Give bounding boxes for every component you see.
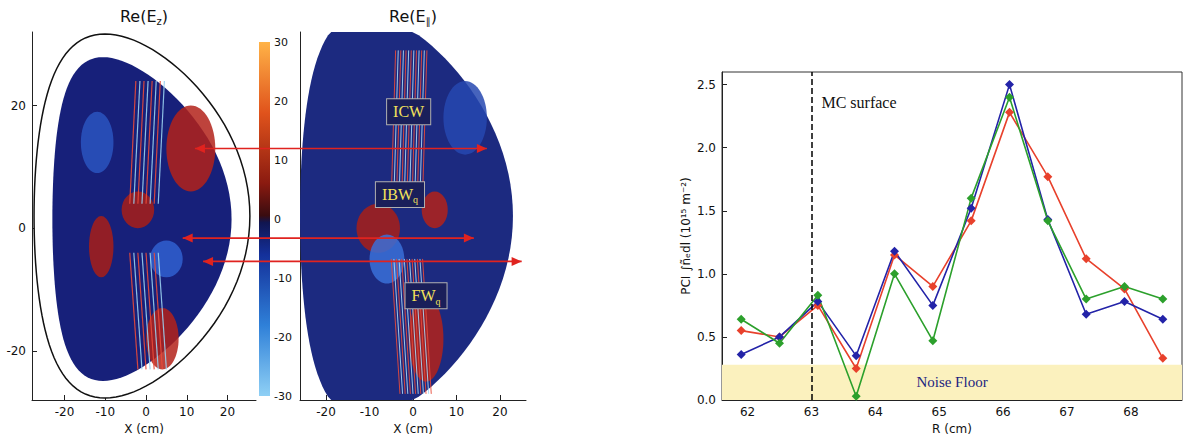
svg-text:20: 20 (274, 95, 288, 108)
svg-text:0: 0 (18, 221, 26, 235)
svg-text:2.0: 2.0 (697, 141, 716, 155)
svg-text:ICW: ICW (393, 103, 425, 120)
svg-text:-20: -20 (6, 344, 26, 358)
svg-text:67: 67 (1059, 405, 1074, 419)
svg-text:0.0: 0.0 (697, 393, 716, 407)
svg-text:-20: -20 (316, 405, 336, 419)
svg-text:-10: -10 (360, 405, 380, 419)
svg-text:IBW: IBW (382, 186, 414, 203)
svg-text:0: 0 (409, 405, 417, 419)
svg-text:20: 20 (492, 405, 507, 419)
svg-text:20: 20 (220, 405, 235, 419)
svg-text:0.5: 0.5 (697, 330, 716, 344)
svg-text:Noise Floor: Noise Floor (916, 374, 987, 390)
svg-text:68: 68 (1123, 405, 1138, 419)
svg-text:-10: -10 (96, 405, 116, 419)
svg-text:63: 63 (804, 405, 819, 419)
svg-text:-30: -30 (274, 390, 292, 403)
svg-text:z: z (156, 15, 162, 27)
svg-text:): ) (162, 7, 168, 26)
svg-text:FW: FW (412, 287, 437, 304)
svg-text:-20: -20 (55, 405, 75, 419)
svg-text:R (cm): R (cm) (932, 422, 972, 436)
svg-text:1.5: 1.5 (697, 204, 716, 218)
svg-text:-20: -20 (274, 331, 292, 344)
svg-text:0: 0 (142, 405, 150, 419)
svg-text:10: 10 (179, 405, 194, 419)
svg-text:2.5: 2.5 (697, 78, 716, 92)
svg-text:64: 64 (868, 405, 883, 419)
svg-text:q: q (436, 296, 441, 307)
svg-text:62: 62 (740, 405, 755, 419)
svg-text:10: 10 (449, 405, 464, 419)
svg-text:0: 0 (274, 213, 281, 226)
svg-text:10: 10 (274, 154, 288, 167)
svg-text:Re(E: Re(E (389, 7, 426, 26)
svg-text:PCI ∫ñₑdl (10¹⁵ m⁻²): PCI ∫ñₑdl (10¹⁵ m⁻²) (679, 177, 693, 295)
svg-text:65: 65 (932, 405, 947, 419)
svg-text:X (cm): X (cm) (393, 422, 433, 436)
svg-text:-10: -10 (274, 272, 292, 285)
svg-text:): ) (431, 7, 437, 26)
svg-text:20: 20 (11, 99, 26, 113)
svg-text:Re(E: Re(E (120, 7, 157, 26)
svg-text:30: 30 (274, 36, 288, 49)
svg-text:MC surface: MC surface (821, 94, 896, 111)
svg-text:1.0: 1.0 (697, 267, 716, 281)
svg-text:q: q (413, 194, 418, 205)
svg-text:X (cm): X (cm) (124, 422, 164, 436)
svg-text:66: 66 (995, 405, 1010, 419)
